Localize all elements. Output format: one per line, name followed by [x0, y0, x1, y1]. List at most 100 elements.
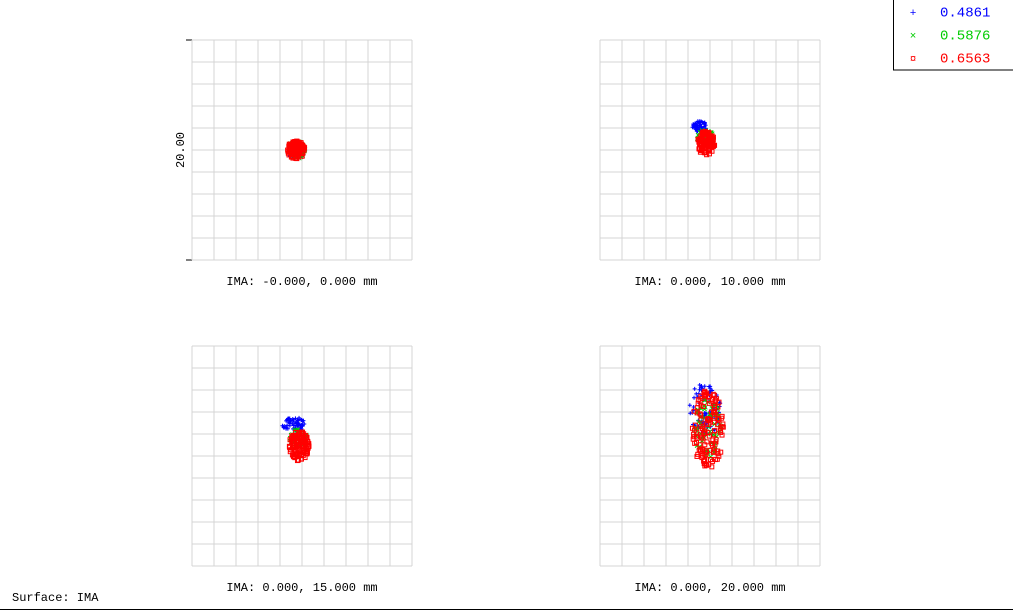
spot-red — [713, 437, 719, 443]
spot-red — [694, 405, 700, 411]
spot-red — [298, 437, 304, 443]
legend-symbol: + — [910, 8, 917, 20]
footer: Surface: IMA — [12, 591, 99, 605]
spot-red — [706, 393, 712, 399]
spot-red — [293, 430, 299, 436]
spot-red — [692, 422, 698, 428]
scale-label: 20.00 — [174, 132, 188, 168]
legend-label: 0.6563 — [940, 52, 990, 68]
legend: + 0.4861 × 0.5876 ¤ 0.6563 — [910, 6, 991, 68]
spot-red — [696, 146, 702, 152]
spot-blue — [694, 391, 699, 396]
spot-blue — [291, 419, 296, 424]
spot-blue — [299, 418, 304, 423]
spot-red — [290, 433, 296, 439]
spot-red — [712, 428, 718, 434]
spot-red — [694, 453, 700, 459]
spot-red — [711, 414, 717, 420]
spot-blue — [697, 383, 702, 388]
spot-blue — [687, 403, 692, 408]
spot-blue — [287, 423, 292, 428]
spot-blue — [290, 417, 295, 422]
spot-red — [707, 447, 713, 453]
spot-blue — [692, 386, 697, 391]
spot-red — [706, 422, 712, 428]
legend-label: 0.4861 — [940, 6, 990, 22]
spot-red — [713, 397, 719, 403]
spot-blue — [694, 122, 699, 127]
spot-red — [708, 409, 714, 415]
spot-red — [289, 435, 295, 441]
panel-label: IMA: 0.000, 10.000 mm — [634, 275, 785, 289]
spot-red — [302, 441, 308, 447]
spot-blue — [692, 395, 697, 400]
spot-red — [704, 390, 710, 396]
spot-red — [698, 417, 704, 423]
spot-red — [709, 441, 715, 447]
spot-red — [694, 439, 700, 445]
spot-blue — [285, 417, 290, 422]
spot-red — [716, 453, 722, 459]
spot-red — [698, 393, 704, 399]
legend-label: 0.5876 — [940, 29, 990, 45]
spot-red — [697, 411, 703, 417]
spot-red — [703, 452, 709, 458]
spot-red — [295, 139, 301, 145]
spot-red — [702, 139, 708, 145]
spot-red — [701, 430, 707, 436]
legend-symbol: ¤ — [910, 54, 917, 66]
panel-label: IMA: 0.000, 15.000 mm — [226, 581, 377, 595]
spot-red — [701, 458, 707, 464]
spot-blue — [693, 126, 698, 131]
spot-red — [719, 432, 725, 438]
spot-red — [298, 449, 304, 455]
spot-red — [702, 430, 708, 436]
spot-red — [718, 429, 724, 435]
spot-red — [718, 424, 724, 430]
spot-blue — [696, 125, 701, 130]
spot-blue — [299, 423, 304, 428]
spot-red — [297, 448, 303, 454]
legend-symbol: × — [910, 31, 917, 43]
spot-red — [709, 144, 715, 150]
panel-label: IMA: 0.000, 20.000 mm — [634, 581, 785, 595]
spot-red — [305, 441, 311, 447]
spot-red — [704, 439, 710, 445]
spot-red — [700, 132, 706, 138]
spot-red — [711, 419, 717, 425]
spot-red — [715, 404, 721, 410]
spot-blue — [690, 125, 695, 130]
spot-red — [293, 148, 299, 154]
spot-blue — [296, 421, 301, 426]
panel-label: IMA: -0.000, 0.000 mm — [226, 275, 377, 289]
spot-red — [705, 416, 711, 422]
spot-blue — [288, 419, 293, 424]
spot-red — [716, 417, 722, 423]
spot-red — [303, 432, 309, 438]
spot-blue — [708, 384, 713, 389]
spot-red — [701, 390, 707, 396]
spot-blue — [285, 426, 290, 431]
spot-blue — [281, 425, 286, 430]
spot-red — [306, 441, 312, 447]
spot-red — [296, 442, 302, 448]
spot-blue — [699, 119, 704, 124]
spot-red — [287, 141, 293, 147]
spot-red — [292, 454, 298, 460]
spot-blue — [288, 418, 293, 423]
spot-red — [706, 433, 712, 439]
spot-red — [691, 408, 697, 414]
spot-red — [299, 429, 305, 435]
spot-red — [709, 134, 715, 140]
spot-red — [710, 458, 716, 464]
spot-green — [708, 454, 713, 460]
spot-blue — [295, 417, 300, 422]
spot-blue — [697, 387, 702, 392]
spot-red — [706, 400, 712, 406]
spot-red — [709, 397, 715, 403]
spot-red — [696, 139, 702, 145]
spot-red — [291, 444, 297, 450]
spot-red — [709, 464, 715, 470]
